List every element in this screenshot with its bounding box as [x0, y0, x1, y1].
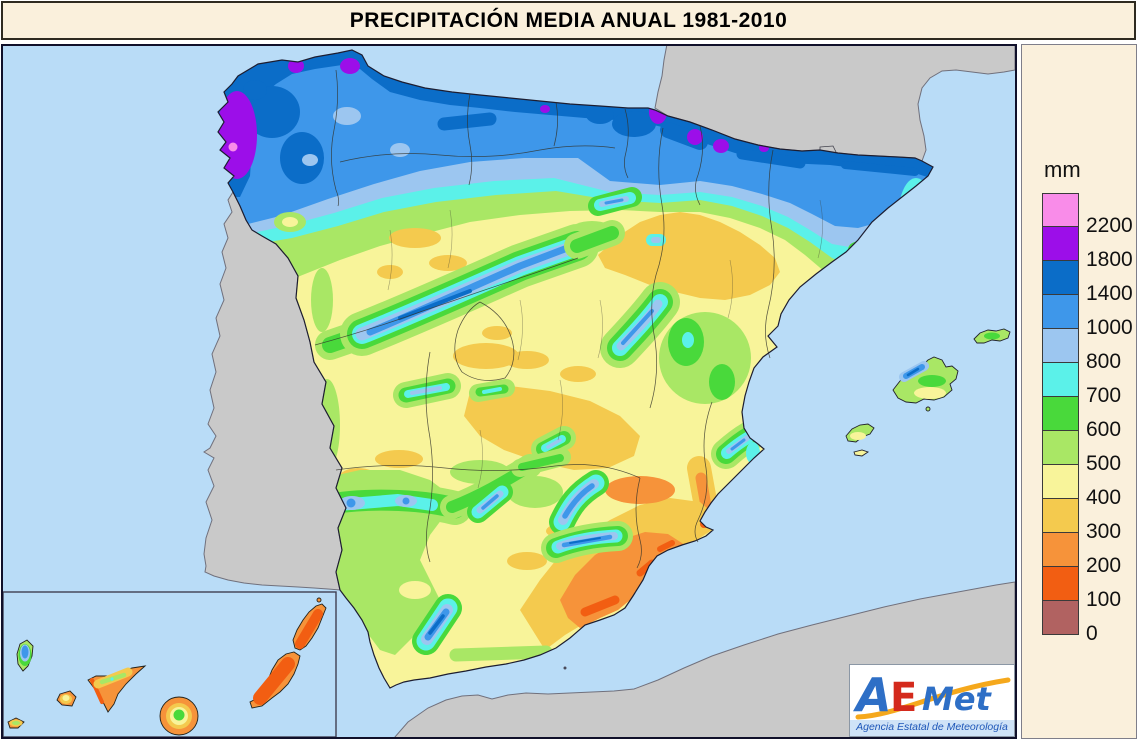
legend-swatch: [1042, 533, 1079, 567]
legend-boundary-label: 600: [1086, 418, 1122, 441]
legend-swatch: [1042, 431, 1079, 465]
legend-class: 0: [1042, 601, 1137, 645]
legend-boundary-label: 0: [1086, 622, 1098, 645]
page-title: PRECIPITACIÓN MEDIA ANUAL 1981-2010: [1, 1, 1136, 40]
precipitation-map-panel: [1, 44, 1017, 739]
region-boundaries: [314, 69, 775, 569]
legend-boundary-label: 800: [1086, 350, 1122, 373]
canary-inset: [3, 591, 337, 737]
logo-letter-a: A: [853, 668, 892, 721]
legend-boundary-label: 1000: [1086, 316, 1133, 339]
sierra-morena-cores: [339, 495, 417, 510]
legend-swatch: [1042, 397, 1079, 431]
legend-boundary-label: 400: [1086, 486, 1122, 509]
legend-swatch: [1042, 465, 1079, 499]
logo-letters-met: Met: [922, 680, 993, 718]
legend-class: 700: [1042, 363, 1137, 407]
legend-boundary-label: 2200: [1086, 214, 1133, 237]
legend-scale: 2200 1800 1400 1000 800 700 600 500 400 …: [1042, 193, 1137, 645]
legend-boundary-label: 300: [1086, 520, 1122, 543]
legend-swatch: [1042, 567, 1079, 601]
legend-swatch: [1042, 329, 1079, 363]
legend-class: 100: [1042, 567, 1137, 611]
legend-class: 500: [1042, 431, 1137, 475]
andalusia-ridges: [412, 234, 884, 662]
legend-swatch: [1042, 499, 1079, 533]
legend-swatch: [1042, 193, 1079, 227]
aemet-logo: A E Met Agencia Estatal de Meteorología: [849, 664, 1015, 737]
alboran-island: [563, 666, 567, 670]
legend-class: 400: [1042, 465, 1137, 509]
legend-panel: mm 2200 1800 1400 1000 800 700 600 500 4…: [1021, 44, 1137, 739]
legend-swatch: [1042, 601, 1079, 635]
legend-class: 600: [1042, 397, 1137, 441]
legend-unit-label: mm: [1044, 157, 1081, 182]
legend-class: 1000: [1042, 295, 1137, 339]
legend-class: 200: [1042, 533, 1137, 577]
legend-class: 1800: [1042, 227, 1137, 271]
legend-swatch: [1042, 261, 1079, 295]
balearic-islands: [845, 328, 1011, 457]
legend-class: 2200: [1042, 193, 1137, 237]
logo-swoosh: [855, 677, 1011, 720]
legend-boundary-label: 500: [1086, 452, 1122, 475]
legend-class: 300: [1042, 499, 1137, 543]
legend-boundary-label: 700: [1086, 384, 1122, 407]
legend-class: 1400: [1042, 261, 1137, 305]
aemet-wordmark: A E Met: [853, 668, 1011, 722]
logo-letter-e: E: [890, 675, 917, 721]
legend-swatch: [1042, 295, 1079, 329]
spain-coastline: [217, 49, 934, 689]
legend-boundary-label: 100: [1086, 588, 1122, 611]
legend-boundary-label: 1800: [1086, 248, 1133, 271]
legend-boundary-label: 200: [1086, 554, 1122, 577]
spain-precipitation-map: [3, 46, 1015, 737]
canary-islands: [7, 597, 327, 736]
legend-boundary-label: 1400: [1086, 282, 1133, 305]
legend-swatch: [1042, 227, 1079, 261]
logo-subtitle: Agencia Estatal de Meteorología: [850, 720, 1014, 736]
dry-zones: [339, 212, 780, 524]
legend-class: 800: [1042, 329, 1137, 373]
province-boundaries: [387, 199, 823, 489]
legend-swatch: [1042, 363, 1079, 397]
